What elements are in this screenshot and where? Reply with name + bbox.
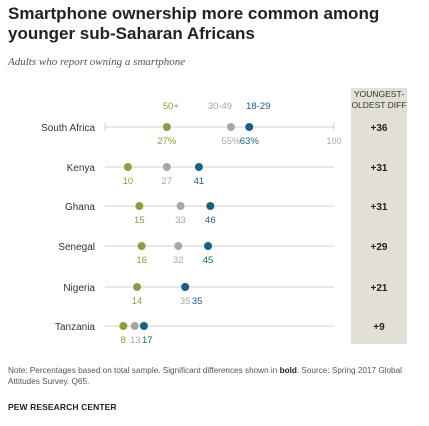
diff-value: +31 [371, 202, 388, 213]
dot-1829 [204, 242, 213, 250]
country-label: Ghana [65, 202, 95, 213]
value-label: 27% [157, 136, 177, 147]
value-label: 8 [121, 335, 126, 346]
legend-label-2: 18-29 [246, 101, 270, 112]
dot-50 [162, 123, 171, 131]
chart-title: Smartphone ownership more common among y… [8, 4, 380, 43]
dot-1829 [194, 163, 203, 171]
dot-3049 [130, 322, 139, 330]
diff-value: +36 [371, 123, 388, 134]
dot-3049 [174, 242, 183, 250]
diff-column-background [351, 88, 407, 344]
axis-max-label: 100 [326, 136, 341, 146]
value-label: 32 [173, 255, 184, 266]
note-bold: bold [279, 366, 297, 375]
dot-50 [137, 242, 146, 250]
dot-50 [135, 202, 144, 210]
dot-50 [119, 322, 128, 330]
dot-3049 [162, 163, 171, 171]
value-label: 63% [240, 136, 260, 147]
value-label: 35 [192, 296, 203, 307]
country-label: Kenya [67, 163, 96, 174]
diff-value: +9 [373, 322, 385, 333]
country-label: Senegal [58, 242, 95, 253]
country-label: Nigeria [63, 283, 95, 294]
dot-50 [133, 283, 142, 291]
value-label: 16 [136, 255, 147, 266]
legend-label-0: 50+ [163, 101, 180, 112]
note-prefix: Note: Percentages based on total sample.… [8, 366, 280, 375]
dot-1829 [245, 123, 254, 131]
dot-1829 [206, 202, 215, 210]
value-label: 41 [194, 176, 205, 187]
diff-header-line-1: YOUNGEST- [354, 89, 404, 99]
value-label: 46 [205, 215, 216, 226]
value-label: 27 [162, 176, 173, 187]
chart-subtitle: Adults who report owning a smartphone [8, 56, 186, 68]
diff-value: +29 [371, 242, 388, 253]
note-suffix: . Source: Spring 2017 Global Attitudes S… [8, 366, 402, 386]
diff-value: +31 [371, 163, 388, 174]
value-label: 45 [203, 255, 214, 266]
value-label: 35 [180, 296, 191, 307]
dot-3049 [176, 202, 185, 210]
dot-3049 [226, 123, 235, 131]
value-label: 17 [142, 335, 153, 346]
value-label: 33 [175, 215, 186, 226]
dot-1829 [181, 283, 190, 291]
value-label: 15 [134, 215, 145, 226]
country-label: South Africa [41, 123, 95, 134]
diff-header-line-2: OLDEST DIFF [351, 100, 406, 110]
legend-label-1: 30-49 [208, 101, 232, 112]
value-label: 10 [123, 176, 134, 187]
country-label: Tanzania [55, 322, 95, 333]
diff-value: +21 [371, 283, 388, 294]
dot-50 [123, 163, 132, 171]
dot-plot: YOUNGEST-OLDEST DIFF 50+ 30-49 18-29 100 Sout… [41, 88, 407, 346]
note: Note: Percentages based on total sample.… [8, 365, 422, 387]
value-label: 13 [130, 335, 141, 346]
value-label: 55% [221, 136, 241, 147]
source-org: PEW RESEARCH CENTER [8, 402, 117, 412]
dot-1829 [139, 322, 148, 330]
value-label: 14 [132, 296, 143, 307]
